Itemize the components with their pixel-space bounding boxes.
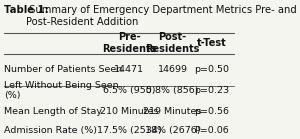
Text: Mean Length of Stay: Mean Length of Stay	[4, 107, 102, 116]
Text: 5.8% (856): 5.8% (856)	[146, 86, 199, 95]
Text: 219 Minutes: 219 Minutes	[143, 107, 202, 116]
Text: p=0.50: p=0.50	[194, 65, 229, 74]
Text: p=0.23: p=0.23	[194, 86, 229, 95]
Text: 14471: 14471	[114, 65, 144, 74]
Text: Left Without Being Seen
(%): Left Without Being Seen (%)	[4, 81, 118, 100]
Text: Admission Rate (%): Admission Rate (%)	[4, 126, 97, 135]
Text: 6.5% (950): 6.5% (950)	[103, 86, 155, 95]
Text: 18% (2676): 18% (2676)	[145, 126, 200, 135]
Text: Summary of Emergency Department Metrics Pre- and
Post-Resident Addition: Summary of Emergency Department Metrics …	[26, 5, 297, 27]
Text: 14699: 14699	[158, 65, 188, 74]
Text: 17.5% (2534): 17.5% (2534)	[97, 126, 161, 135]
Text: Pre-
Residents: Pre- Residents	[102, 32, 156, 54]
Text: p=0.56: p=0.56	[194, 107, 229, 116]
Text: Number of Patients Seen: Number of Patients Seen	[4, 65, 122, 74]
Text: P=0.06: P=0.06	[194, 126, 229, 135]
Text: Table 1:: Table 1:	[4, 5, 49, 15]
Text: Post-
Residents: Post- Residents	[146, 32, 200, 54]
Text: t-Test: t-Test	[196, 38, 226, 48]
Text: 210 Minutes: 210 Minutes	[100, 107, 158, 116]
